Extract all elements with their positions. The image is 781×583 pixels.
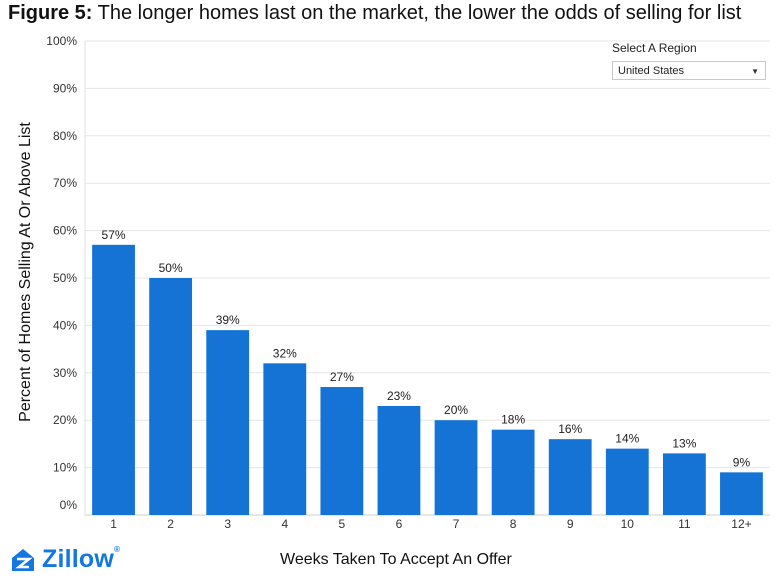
data-label: 23%	[387, 389, 411, 403]
bar	[149, 278, 193, 515]
bar	[548, 439, 592, 515]
figure-number: Figure 5:	[8, 2, 93, 24]
bar	[206, 330, 250, 515]
x-tick-label: 1	[110, 517, 117, 531]
bar	[320, 387, 364, 515]
y-tick-label: 90%	[53, 81, 77, 95]
region-dropdown[interactable]: United States ▼	[612, 61, 766, 80]
data-label: 32%	[273, 346, 297, 360]
data-label: 20%	[444, 403, 468, 417]
y-tick-label: 20%	[53, 413, 77, 427]
figure-title-text: The longer homes last on the market, the…	[97, 2, 742, 24]
y-tick-label: 100%	[46, 34, 77, 48]
y-tick-label: 60%	[53, 224, 77, 238]
y-tick-label: 40%	[53, 318, 77, 332]
region-dropdown-value: United States	[618, 65, 685, 77]
y-tick-label: 10%	[53, 461, 77, 475]
x-tick-label: 6	[396, 517, 403, 531]
data-label: 14%	[615, 432, 639, 446]
x-tick-label: 11	[678, 517, 691, 531]
y-tick-label: 30%	[53, 366, 77, 380]
x-tick-label: 4	[281, 517, 288, 531]
x-tick-label: 2	[167, 517, 174, 531]
x-axis-label: Weeks Taken To Accept An Offer	[280, 551, 512, 568]
zillow-house-icon	[12, 549, 34, 571]
x-tick-label: 12+	[731, 517, 751, 531]
data-label: 16%	[558, 422, 582, 436]
region-selector: Select A Region United States ▼	[612, 41, 768, 80]
region-selector-label: Select A Region	[612, 41, 697, 55]
y-tick-label: 50%	[53, 271, 77, 285]
data-label: 39%	[216, 313, 240, 327]
zillow-logo: Zillow®	[8, 544, 120, 574]
bar	[377, 405, 421, 515]
x-tick-label: 9	[567, 517, 574, 531]
data-label: 18%	[501, 413, 525, 427]
x-tick-label: 8	[510, 517, 517, 531]
y-tick-label: 80%	[53, 129, 77, 143]
logo-text: Zillow®	[42, 544, 121, 573]
bar	[605, 448, 649, 515]
bar	[720, 472, 763, 515]
y-tick-label: 0%	[60, 498, 78, 512]
chevron-down-icon: ▼	[751, 67, 759, 76]
data-label: 13%	[672, 436, 696, 450]
bar	[662, 453, 706, 515]
y-axis-label: Percent of Homes Selling At Or Above Lis…	[17, 122, 34, 422]
data-label: 9%	[733, 455, 751, 469]
x-tick-label: 5	[339, 517, 346, 531]
x-tick-label: 7	[453, 517, 460, 531]
bar	[92, 244, 135, 515]
chart-title: Figure 5: The longer homes last on the m…	[8, 2, 778, 25]
data-label: 50%	[159, 261, 183, 275]
x-tick-label: 3	[224, 517, 231, 531]
bar	[263, 363, 307, 515]
y-tick-label: 70%	[53, 176, 77, 190]
bar	[491, 429, 535, 515]
data-label: 57%	[102, 228, 126, 242]
bar	[434, 420, 478, 515]
data-label: 27%	[330, 370, 354, 384]
x-tick-label: 10	[621, 517, 635, 531]
